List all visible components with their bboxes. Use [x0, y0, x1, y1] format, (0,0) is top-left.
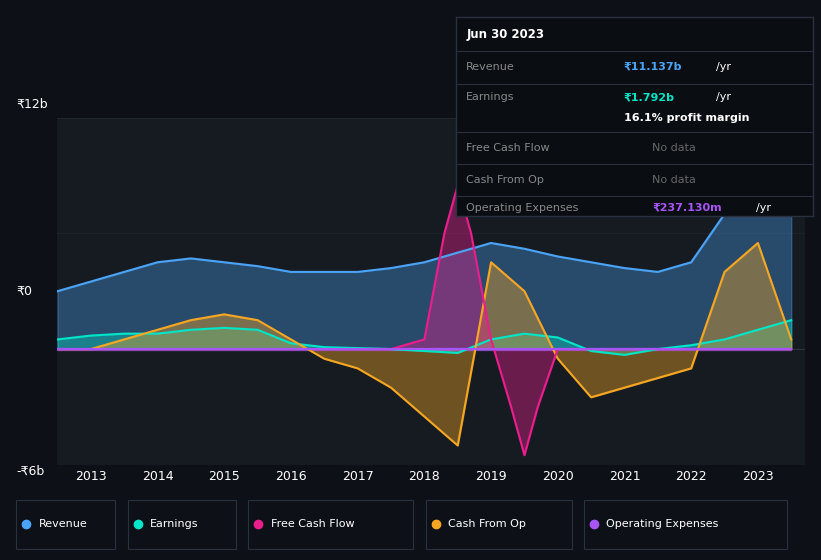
Text: Operating Expenses: Operating Expenses: [466, 203, 579, 213]
Text: ₹1.792b: ₹1.792b: [623, 92, 675, 102]
Text: Revenue: Revenue: [39, 519, 87, 529]
Text: Revenue: Revenue: [466, 62, 515, 72]
Text: Earnings: Earnings: [149, 519, 199, 529]
Text: Cash From Op: Cash From Op: [466, 175, 544, 185]
Text: ₹11.137b: ₹11.137b: [623, 62, 682, 72]
Text: No data: No data: [652, 175, 696, 185]
Text: No data: No data: [652, 143, 696, 153]
Text: Cash From Op: Cash From Op: [448, 519, 525, 529]
Text: /yr: /yr: [755, 203, 771, 213]
Text: Free Cash Flow: Free Cash Flow: [466, 143, 550, 153]
Text: Free Cash Flow: Free Cash Flow: [271, 519, 354, 529]
Text: /yr: /yr: [717, 92, 732, 102]
Text: /yr: /yr: [717, 62, 732, 72]
Text: -₹6b: -₹6b: [16, 465, 44, 478]
Text: ₹12b: ₹12b: [16, 97, 48, 111]
Text: Earnings: Earnings: [466, 92, 515, 102]
Text: ₹0: ₹0: [16, 284, 32, 298]
Text: 16.1% profit margin: 16.1% profit margin: [623, 113, 749, 123]
Text: Jun 30 2023: Jun 30 2023: [466, 28, 544, 41]
Text: Operating Expenses: Operating Expenses: [606, 519, 718, 529]
Text: ₹237.130m: ₹237.130m: [652, 203, 722, 213]
